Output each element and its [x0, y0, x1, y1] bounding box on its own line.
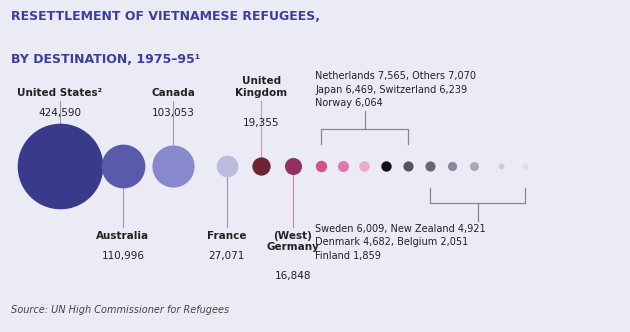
Text: BY DESTINATION, 1975–95¹: BY DESTINATION, 1975–95¹	[11, 53, 200, 66]
Text: Netherlands 7,565, Others 7,070
Japan 6,469, Switzerland 6,239
Norway 6,064: Netherlands 7,565, Others 7,070 Japan 6,…	[315, 71, 476, 108]
Point	[338, 163, 348, 169]
Point	[359, 163, 369, 169]
Text: Sweden 6,009, New Zealand 4,921
Denmark 4,682, Belgium 2,051
Finland 1,859: Sweden 6,009, New Zealand 4,921 Denmark …	[315, 224, 486, 261]
Text: (West)
Germany: (West) Germany	[266, 231, 319, 252]
Point	[316, 163, 326, 169]
Text: United
Kingdom: United Kingdom	[236, 76, 287, 98]
Text: Australia: Australia	[96, 231, 149, 241]
Text: 19,355: 19,355	[243, 118, 280, 128]
Text: 110,996: 110,996	[101, 251, 144, 261]
Text: 424,590: 424,590	[38, 108, 81, 118]
Point	[403, 163, 413, 169]
Point	[256, 163, 266, 169]
Text: Canada: Canada	[151, 88, 195, 98]
Text: United States²: United States²	[17, 88, 103, 98]
Point	[55, 163, 65, 169]
Point	[425, 163, 435, 169]
Point	[381, 163, 391, 169]
Text: 103,053: 103,053	[152, 108, 195, 118]
Text: Source: UN High Commissioner for Refugees: Source: UN High Commissioner for Refugee…	[11, 305, 229, 315]
Point	[520, 163, 530, 169]
Point	[222, 163, 232, 169]
Point	[168, 163, 178, 169]
Text: France: France	[207, 231, 246, 241]
Text: 27,071: 27,071	[209, 251, 245, 261]
Text: RESETTLEMENT OF VIETNAMESE REFUGEES,: RESETTLEMENT OF VIETNAMESE REFUGEES,	[11, 10, 320, 23]
Point	[118, 163, 128, 169]
Point	[496, 163, 506, 169]
Point	[288, 163, 298, 169]
Text: 16,848: 16,848	[275, 271, 311, 281]
Point	[469, 163, 479, 169]
Point	[447, 163, 457, 169]
